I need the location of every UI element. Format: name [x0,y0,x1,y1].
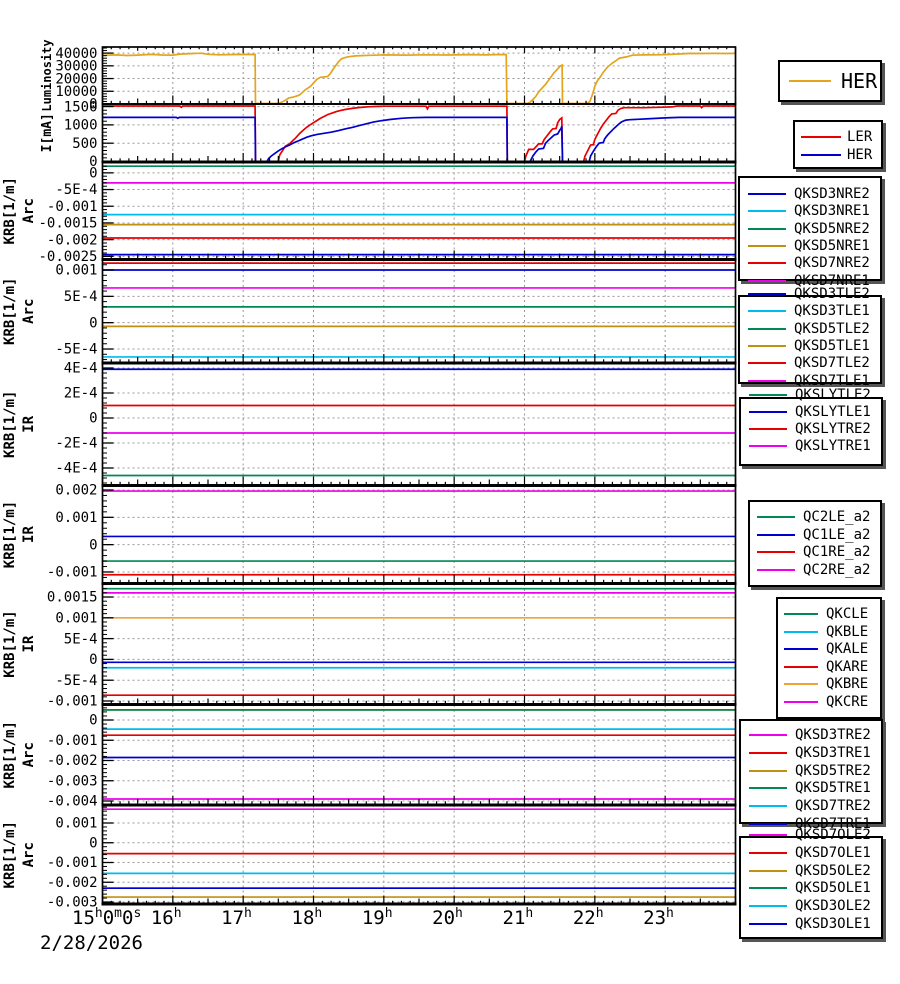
y-tick-label: 0 [89,713,97,729]
y-tick-label: -0.0015 [38,216,97,232]
y-axis-subtitle: Arc [21,299,37,324]
series-HER [102,116,736,162]
y-tick-label: 10000 [55,84,97,100]
y-tick-label: -0.002 [47,232,98,248]
y-axis-title: KRB[1/m] [2,177,18,244]
y-axis-subtitle: IR [21,415,37,432]
y-tick-label: 0 [89,166,97,182]
panel-krb-arc-ole: 0.001 0 -0.001 -0.002 -0.003 KRB[1/m] Arc [2,804,737,911]
y-tick-label: -0.0025 [38,249,97,265]
y-axis-title: I[mA] [40,113,55,152]
y-tick-label: 0.002 [55,483,97,499]
y-tick-label: 0 [89,315,97,331]
y-axis-title: KRB[1/m] [2,721,18,788]
y-tick-label: 500 [72,136,97,152]
y-tick-label: -0.003 [47,895,98,911]
y-tick-label: -0.002 [47,753,98,769]
y-tick-label: 0 [89,97,97,113]
y-tick-label: -5E-4 [55,673,97,689]
y-tick-label: -0.003 [47,773,98,789]
y-tick-label: 0 [89,835,97,851]
y-axis-title: KRB[1/m] [2,278,18,345]
y-tick-label: -0.001 [47,694,98,710]
y-tick-label: -2E-4 [55,436,97,452]
y-tick-label: 20000 [55,71,97,87]
y-axis-subtitle: Arc [21,842,37,867]
y-tick-label: -5E-4 [55,342,97,358]
y-tick-label: 30000 [55,59,97,75]
panel-krb-arc-nre: 0-5E-4-0.001-0.0015-0.002-0.0025 KRB[1/m]… [2,161,737,265]
y-tick-label: -0.004 [47,794,98,810]
y-axis-subtitle: IR [21,635,37,652]
y-tick-label: 5E-4 [64,289,98,305]
y-tick-label: 0 [89,652,97,668]
y-tick-label: -0.001 [47,733,98,749]
series-LER [102,105,736,162]
y-tick-label: -4E-4 [55,461,97,477]
y-tick-label: -5E-4 [55,182,97,198]
y-tick-label: -0.001 [47,565,98,581]
y-tick-label: 2E-4 [64,386,98,402]
panel-krb-ir-qksly: 4E-4 2E-4 0 -2E-4 -4E-4 KRB[1/m] IR [2,361,737,486]
y-tick-label: 0.001 [55,510,97,526]
y-axis-subtitle: IR [21,526,37,543]
y-tick-label: 40000 [55,46,97,62]
y-axis-title: KRB[1/m] [2,821,18,888]
y-tick-label: -0.002 [47,875,98,891]
y-tick-label: -0.001 [47,199,98,215]
y-axis-title: KRB[1/m] [2,391,18,458]
y-axis-title: KRB[1/m] [2,610,18,677]
y-tick-label: 0.001 [55,263,97,279]
y-tick-label: -0.001 [47,855,98,871]
y-axis-subtitle: Arc [21,198,37,223]
y-tick-label: 1500 [64,99,98,115]
y-tick-label: 4E-4 [64,361,98,377]
series-HER [102,52,736,104]
panel-krb-arc-tre: 0 -0.001 -0.002 -0.003 -0.004 KRB[1/m] Arc [2,704,737,810]
y-tick-label: 0 [89,154,97,170]
y-tick-label: 0.0015 [47,590,98,606]
y-tick-label: 5E-4 [64,631,98,647]
y-tick-label: 0 [89,537,97,553]
y-axis-title: Luminosity [40,39,54,111]
y-tick-label: 0 [89,411,97,427]
y-tick-label: 0.001 [55,611,97,627]
y-tick-label: 0.001 [55,816,97,832]
y-axis-title: KRB[1/m] [2,501,18,568]
y-tick-label: 1000 [64,118,98,134]
y-axis-subtitle: Arc [21,742,37,767]
panel-krb-ir-qc: 0.002 0.001 0 -0.001 KRB[1/m] IR [2,483,737,584]
